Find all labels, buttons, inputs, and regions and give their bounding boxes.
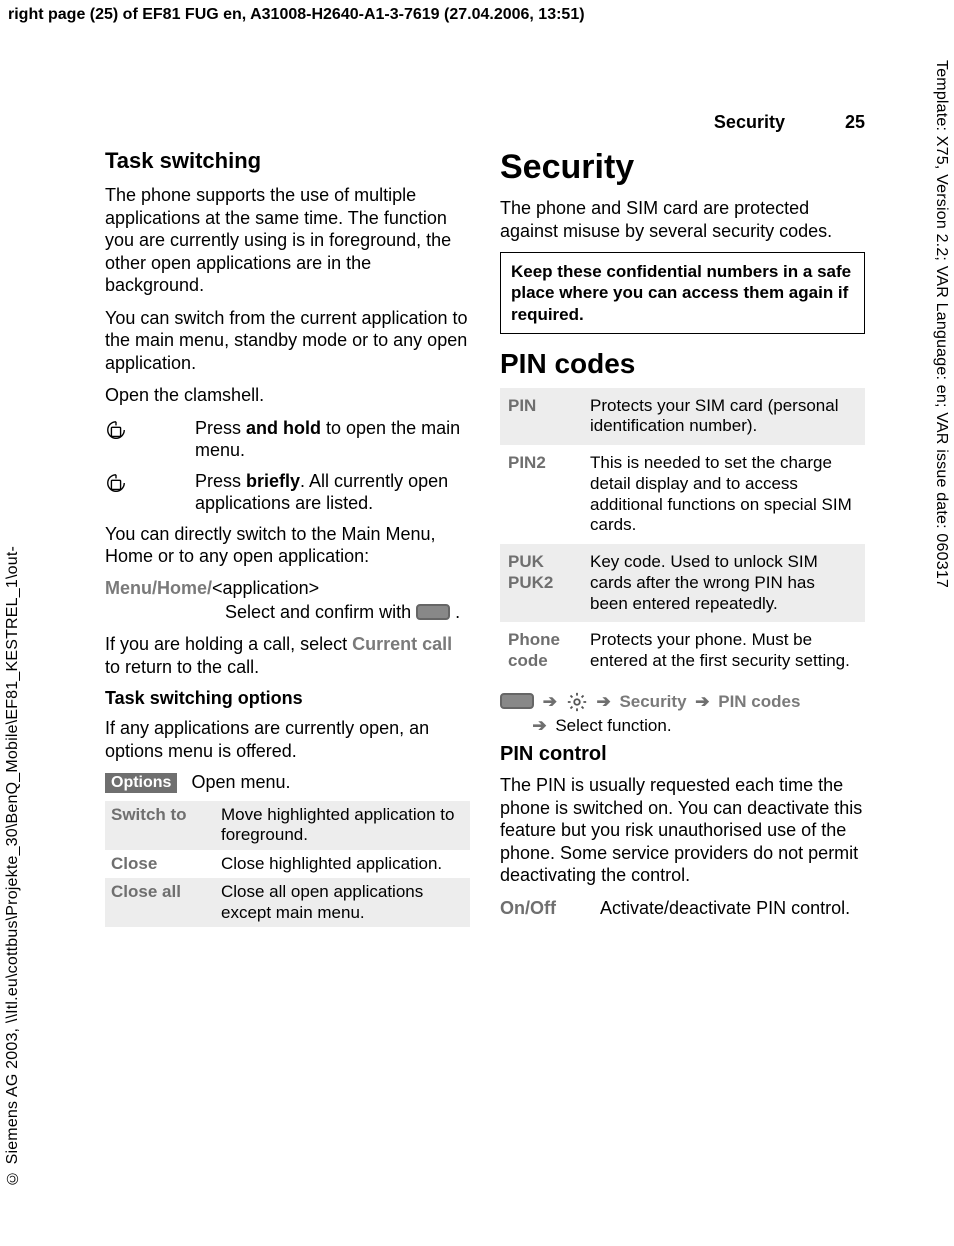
options-open-text: Open menu. [191,772,290,793]
instruction-text: Select and confirm with . [105,601,470,624]
heading-pin-codes: PIN codes [500,348,865,380]
table-row: PINProtects your SIM card (personal iden… [500,388,865,445]
notice-box: Keep these confidential numbers in a saf… [500,252,865,334]
arrow-icon: ➔ [528,716,550,735]
right-column: Security The phone and SIM card are prot… [500,148,865,927]
instruction-row: Press and hold to open the main menu. [105,417,470,462]
instruction-text: Press and hold to open the main menu. [195,417,470,462]
template-note-right: Template: X75, Version 2.2; VAR Language… [932,60,950,588]
menu-path: Menu/Home/<application> [105,578,470,599]
paragraph: The phone supports the use of multiple a… [105,184,470,297]
instruction-text: Press briefly. All currently open applic… [195,470,470,515]
left-column: Task switching The phone supports the us… [105,148,470,927]
arrow-icon: ➔ [592,692,614,711]
paragraph: If you are holding a call, select Curren… [105,633,470,678]
paragraph: You can directly switch to the Main Menu… [105,523,470,568]
heading-task-switching: Task switching [105,148,470,174]
running-title: Security [714,112,785,133]
page-number: 25 [845,112,865,133]
options-table: Switch toMove highlighted application to… [105,801,470,927]
subheading: Task switching options [105,688,470,709]
task-key-icon [105,470,195,498]
center-key-icon [500,693,534,709]
paragraph: The phone and SIM card are protected aga… [500,197,865,242]
task-key-icon [105,417,195,445]
navigation-path: ➔ ➔ Security ➔ PIN codes ➔ Select functi… [500,690,865,738]
table-row: Close allClose all open applications exc… [105,878,470,927]
table-row: PIN2This is needed to set the charge det… [500,445,865,544]
instruction-row: Press briefly. All currently open applic… [105,470,470,515]
content-area: Task switching The phone supports the us… [105,148,865,927]
pin-codes-table: PINProtects your SIM card (personal iden… [500,388,865,680]
arrow-icon: ➔ [691,692,713,711]
center-key-icon [416,604,450,620]
gear-icon [566,692,588,711]
paragraph: If any applications are currently open, … [105,717,470,762]
heading-security: Security [500,148,865,187]
paragraph: The PIN is usually requested each time t… [500,774,865,887]
options-open-row: Options Open menu. [105,772,470,793]
running-header: Security 25 [470,112,865,133]
header-metadata: right page (25) of EF81 FUG en, A31008-H… [8,6,585,24]
copyright-note-left: © Siemens AG 2003, \\Itl.eu\cottbus\Proj… [4,546,22,1186]
paragraph: You can switch from the current applicat… [105,307,470,375]
arrow-icon: ➔ [539,692,561,711]
page: right page (25) of EF81 FUG en, A31008-H… [0,0,954,1246]
table-row: Phone codeProtects your phone. Must be e… [500,622,865,679]
table-row: Switch toMove highlighted application to… [105,801,470,850]
options-softkey: Options [105,773,177,793]
paragraph: Open the clamshell. [105,384,470,407]
heading-pin-control: PIN control [500,743,865,766]
onoff-row: On/Off Activate/deactivate PIN control. [500,897,865,920]
table-row: PUK PUK2Key code. Used to unlock SIM car… [500,544,865,622]
table-row: CloseClose highlighted application. [105,850,470,878]
